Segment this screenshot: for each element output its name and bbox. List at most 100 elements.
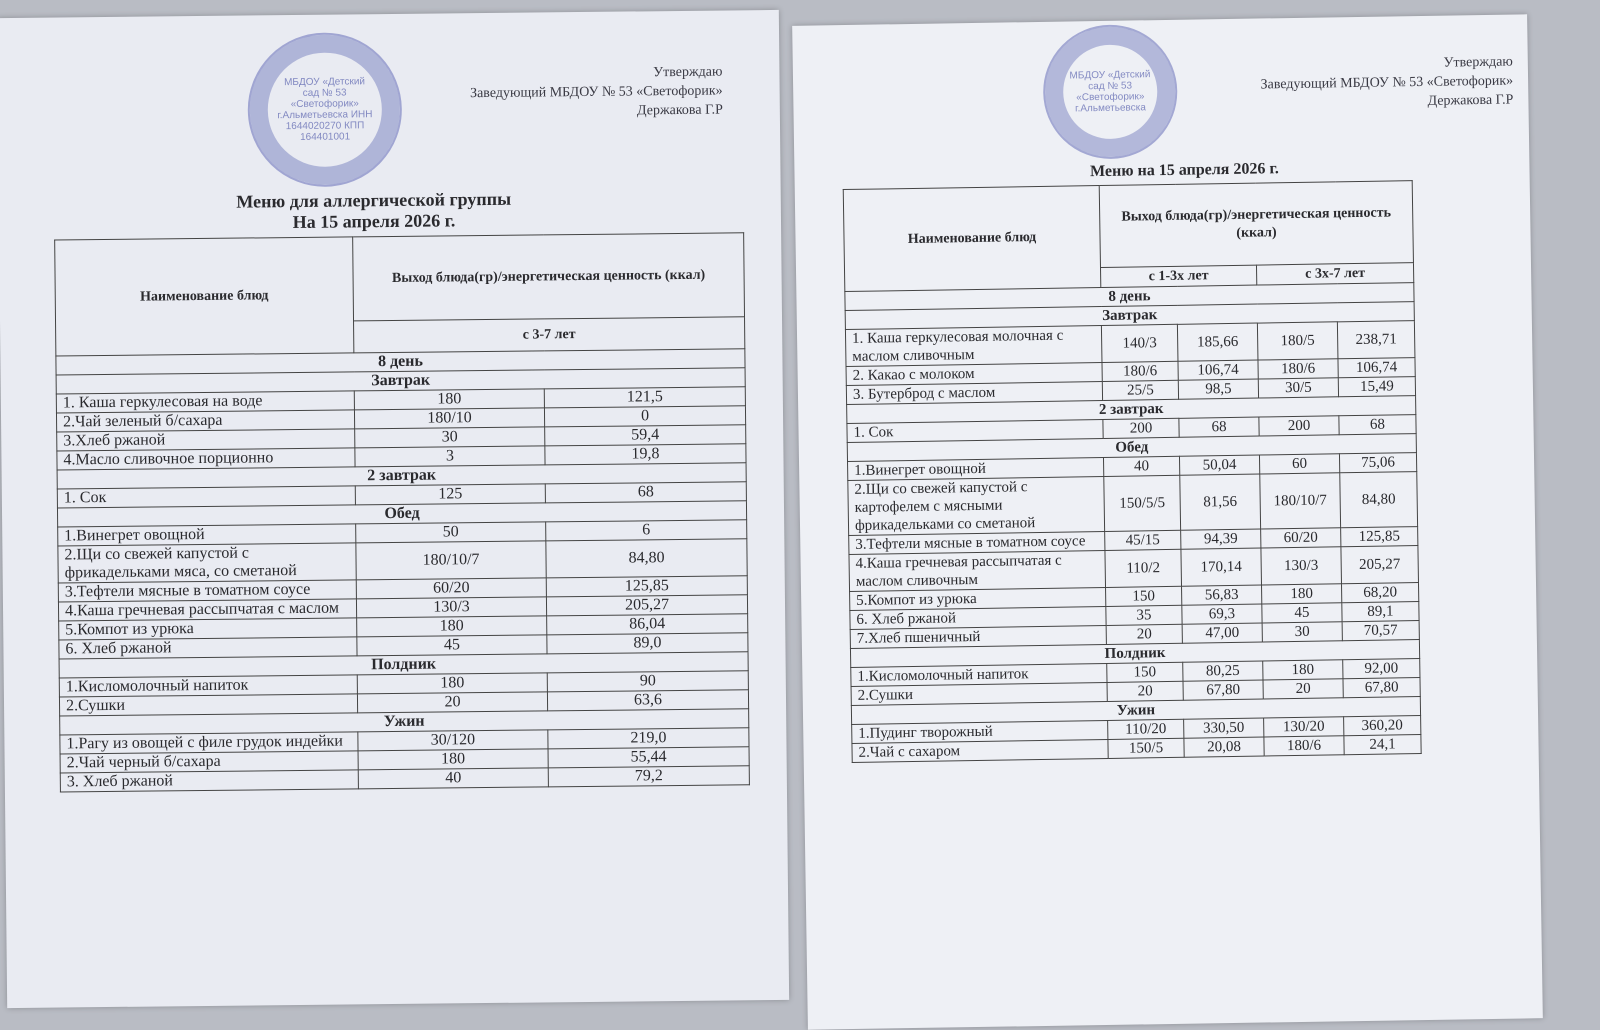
- header-age: с 3-7 лет: [353, 316, 745, 353]
- portion-weight: 140/3: [1101, 324, 1178, 363]
- energy-kcal: 121,5: [544, 386, 746, 408]
- portion-weight: 180: [356, 615, 547, 637]
- portion-weight: 60: [1259, 453, 1340, 475]
- energy-kcal: 205,27: [546, 594, 748, 616]
- table-row: 2.Щи со свежей капустой с картофелем с м…: [847, 471, 1418, 536]
- energy-kcal: 24,1: [1343, 734, 1422, 755]
- portion-weight: 180/10/7: [355, 540, 547, 580]
- energy-kcal: 70,57: [1342, 620, 1420, 641]
- energy-kcal: 106,74: [1337, 357, 1416, 378]
- portion-weight: 180: [358, 748, 549, 770]
- energy-kcal: 80,25: [1182, 661, 1263, 682]
- energy-kcal: 20,08: [1183, 737, 1265, 758]
- header-age-3-7: с 3х-7 лет: [1256, 262, 1414, 286]
- title-date: На 15 апреля 2026 г.: [292, 210, 456, 233]
- energy-kcal: 50,04: [1179, 455, 1260, 476]
- portion-weight: 130/3: [356, 596, 547, 618]
- portion-weight: 180: [354, 388, 545, 410]
- header-dish-name: Наименование блюд: [54, 236, 354, 357]
- portion-weight: 20: [1107, 681, 1184, 702]
- page-title: Меню для аллергической группы На 15 апре…: [149, 188, 599, 235]
- portion-weight: 150: [1105, 586, 1182, 607]
- menu-table: Наименование блюд Выход блюда(гр)/энергет…: [843, 180, 1422, 763]
- energy-kcal: 185,66: [1177, 323, 1258, 362]
- portion-weight: 20: [357, 691, 548, 713]
- portion-weight: 40: [358, 767, 549, 789]
- stamp-text: МБДОУ «Детский сад № 53 «Светофорик» г.А…: [1069, 69, 1151, 115]
- portion-weight: 150: [1106, 662, 1184, 683]
- energy-kcal: 90: [547, 670, 749, 692]
- header-age-1-3: с 1-3х лет: [1100, 265, 1257, 288]
- energy-kcal: 75,06: [1339, 452, 1417, 473]
- approval-name: Держакова Г.Р: [1427, 92, 1514, 109]
- energy-kcal: 98,5: [1178, 379, 1259, 400]
- portion-weight: 30: [354, 426, 545, 448]
- dish-name: 2.Щи со свежей капустой с фрикадельками …: [57, 542, 357, 584]
- page-title: Меню на 15 апреля 2026 г.: [1034, 157, 1334, 183]
- energy-kcal: 15,49: [1338, 376, 1416, 397]
- energy-kcal: 89,1: [1341, 601, 1420, 622]
- portion-weight: 45: [1261, 602, 1343, 624]
- portion-weight: 180/6: [1263, 735, 1345, 757]
- energy-kcal: 68,20: [1341, 582, 1419, 603]
- portion-weight: 130/3: [1260, 546, 1342, 586]
- portion-weight: 40: [1103, 456, 1180, 477]
- header-dish-name: Наименование блюд: [843, 185, 1101, 292]
- energy-kcal: 205,27: [1340, 545, 1419, 584]
- portion-weight: 200: [1102, 418, 1180, 439]
- official-stamp: МБДОУ «Детский сад № 53 «Светофорик» г.А…: [247, 31, 403, 188]
- energy-kcal: 47,00: [1182, 623, 1263, 644]
- portion-weight: 3: [354, 445, 546, 467]
- portion-weight: 180/5: [1257, 321, 1338, 361]
- portion-weight: 125: [355, 483, 546, 505]
- dish-name: 2.Щи со свежей капустой с картофелем с м…: [847, 476, 1105, 536]
- energy-kcal: 68: [1178, 417, 1260, 438]
- approval-name: Держакова Г.Р: [636, 102, 723, 119]
- energy-kcal: 6: [545, 519, 747, 541]
- energy-kcal: 81,56: [1179, 474, 1261, 531]
- energy-kcal: 55,44: [548, 746, 750, 768]
- energy-kcal: 68: [545, 481, 747, 503]
- header-output: Выход блюда(гр)/энергетическая ценность …: [1099, 180, 1414, 268]
- portion-weight: 200: [1258, 415, 1340, 437]
- portion-weight: 180/6: [1257, 358, 1339, 380]
- energy-kcal: 170,14: [1180, 548, 1262, 587]
- energy-kcal: 84,80: [1339, 471, 1418, 528]
- portion-weight: 60/20: [356, 577, 547, 599]
- portion-weight: 35: [1105, 605, 1183, 626]
- energy-kcal: 89,0: [546, 632, 749, 654]
- dish-name: 4.Каша гречневая рассыпчатая с маслом сл…: [848, 550, 1106, 592]
- general-menu-sheet: Утверждаю Заведующий МБДОУ № 53 «Светофо…: [792, 14, 1543, 1030]
- energy-kcal: 92,00: [1342, 658, 1420, 679]
- portion-weight: 110/20: [1107, 719, 1184, 740]
- portion-weight: 60/20: [1260, 527, 1341, 549]
- energy-kcal: 0: [544, 405, 746, 427]
- energy-kcal: 67,80: [1342, 677, 1421, 698]
- portion-weight: 30: [1262, 621, 1343, 643]
- energy-kcal: 238,71: [1337, 320, 1415, 359]
- energy-kcal: 59,4: [544, 424, 746, 446]
- energy-kcal: 94,39: [1180, 529, 1261, 550]
- energy-kcal: 125,85: [546, 575, 748, 597]
- official-stamp: МБДОУ «Детский сад № 53 «Светофорик» г.А…: [1042, 23, 1179, 160]
- portion-weight: 45/15: [1104, 530, 1181, 551]
- portion-weight: 150/5: [1107, 738, 1185, 759]
- portion-weight: 180/10/7: [1259, 472, 1341, 530]
- portion-weight: 180: [357, 672, 548, 694]
- dish-name: 3. Хлеб ржаной: [60, 769, 359, 792]
- energy-kcal: 67,80: [1183, 680, 1264, 701]
- portion-weight: 180: [1261, 583, 1342, 605]
- portion-weight: 50: [355, 521, 546, 543]
- approval-block: Утверждаю Заведующий МБДОУ № 53 «Светофо…: [1183, 53, 1514, 115]
- energy-kcal: 84,80: [545, 538, 748, 578]
- energy-kcal: 330,50: [1183, 718, 1264, 739]
- dish-name: 1. Каша геркулесовая молочная с маслом с…: [845, 325, 1102, 367]
- header-output: Выход блюда(гр)/энергетическая ценность …: [352, 232, 745, 321]
- energy-kcal: 79,2: [548, 765, 750, 787]
- title-line: Меню на 15 апреля 2026 г.: [1089, 160, 1279, 181]
- stamp-text: МБДОУ «Детский сад № 53 «Светофорик» г.А…: [277, 76, 373, 143]
- energy-kcal: 360,20: [1343, 715, 1421, 736]
- energy-kcal: 125,85: [1340, 526, 1418, 547]
- energy-kcal: 106,74: [1177, 360, 1259, 381]
- portion-weight: 110/2: [1104, 549, 1182, 588]
